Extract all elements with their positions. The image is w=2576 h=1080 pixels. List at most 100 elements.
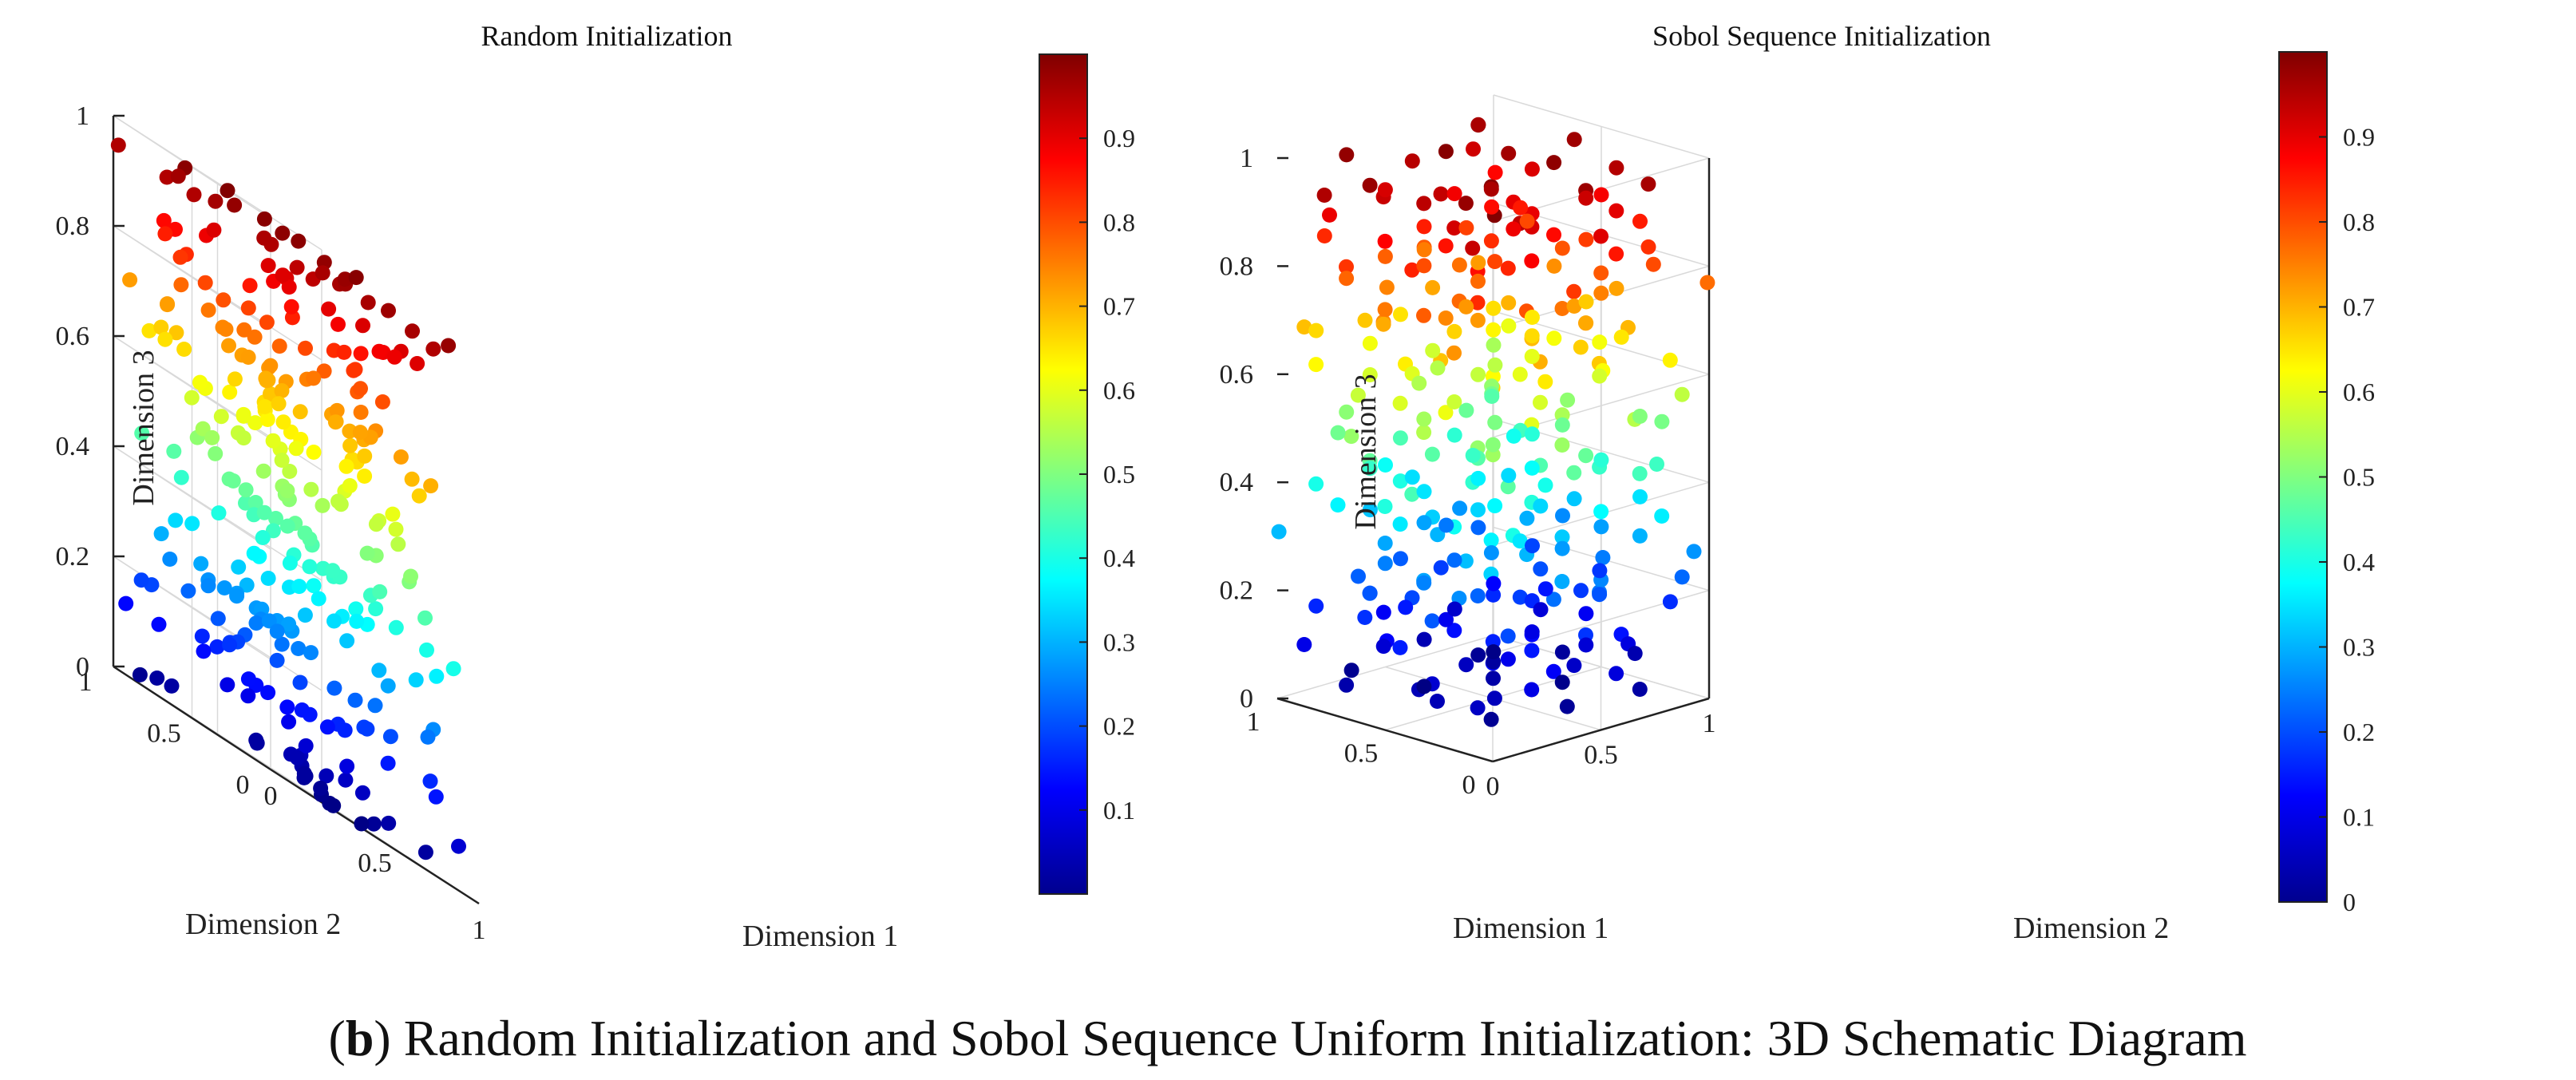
scatter-point [271,338,287,354]
scatter-point [1343,429,1359,445]
scatter-point [1458,657,1474,673]
scatter-point [342,437,358,453]
scatter-point [256,211,272,227]
scatter-point [1452,500,1468,516]
scatter-point [1573,339,1589,355]
scatter-point [1486,690,1502,706]
scatter-point [238,482,254,498]
scatter-point [1525,538,1540,554]
scatter-point [1392,516,1408,532]
scatter-point [1487,164,1503,180]
scatter-point [374,394,390,409]
scatter-point [1424,446,1440,462]
scatter-point [1546,330,1562,346]
scatter-point [153,526,169,542]
scatter-point [1416,258,1432,274]
scatter-point [1533,498,1549,514]
scatter-point [1378,457,1393,473]
scatter-point [240,688,256,704]
scatter-point [240,671,256,687]
scatter-point [1483,233,1499,249]
y-axis-line [1492,697,1710,763]
scatter-point [291,579,307,595]
scatter-point [1438,405,1454,421]
scatter-point [1686,544,1702,560]
scatter-point [1470,295,1486,311]
scatter-point [1609,280,1624,296]
scatter-point [134,425,150,441]
scatter-point [422,773,438,789]
scatter-point [1487,414,1503,430]
scatter-point [1470,255,1486,271]
scatter-point [1486,300,1502,316]
scatter-point [329,402,345,418]
scatter-point [366,816,382,832]
scatter-point [221,338,236,354]
scatter-point [1357,312,1373,328]
scatter-point [1501,318,1517,334]
scatter-point [306,370,322,386]
scatter-point [1640,239,1656,255]
scatter-point [1377,556,1393,572]
scatter-point [1483,711,1499,727]
caption-text: Random Initialization and Sobol Sequence… [404,1010,2247,1066]
scatter-point [1554,240,1570,256]
scatter-point [168,325,184,341]
scatter-point [306,445,322,460]
scatter-point [247,495,263,510]
y-axis-label: Dimension 2 [185,908,341,941]
scatter-point [1554,574,1570,589]
scatter-point [1446,427,1462,443]
scatter-point [1524,253,1540,269]
scatter-point [1645,256,1661,272]
z-tick-label: 0.4 [1220,468,1254,497]
scatter-point [204,429,220,445]
scatter-point [354,785,370,801]
scatter-point [1470,117,1486,133]
scatter-point [330,493,346,509]
scatter-point [1308,476,1324,492]
scatter-point [1513,200,1529,216]
scatter-point [1546,155,1562,171]
scatter-point [239,577,255,593]
scatter-point [1424,613,1440,629]
scatter-point [1609,160,1624,176]
scatter-point [298,340,313,356]
scatter-point [1559,698,1575,714]
scatter-point [1430,694,1445,709]
scatter-point [260,258,276,274]
scatter-point [1609,203,1624,219]
scatter-point [1501,145,1517,161]
scatter-point [1500,479,1516,495]
scatter-point [193,556,209,572]
scatter-point [216,580,232,595]
scatter-point [1350,387,1366,403]
colorbar-tick-label: 0.5 [2343,463,2375,492]
scatter-point [1533,602,1549,618]
figure-caption: (b) Random Initialization and Sobol Sequ… [329,1010,2247,1066]
scatter-point [1470,273,1486,289]
z-tick-label: 0 [1240,684,1253,714]
z-tick-label: 0.2 [56,542,90,572]
scatter-point [1470,502,1486,518]
scatter-point [348,601,364,617]
scatter-point [417,845,433,860]
scatter-point [153,319,169,335]
z-tick-label: 0.2 [1220,576,1254,606]
scatter-point [388,521,404,537]
colorbar-tick-label: 0.8 [2343,208,2375,236]
scatter-point [255,463,271,479]
scatter-point [390,536,406,552]
scatter-point [1501,295,1517,311]
scatter-point [209,639,225,655]
scatter-point [360,295,376,311]
scatter-point [1446,623,1462,639]
scatter-point [1433,560,1449,576]
colorbar-tick-label: 0.5 [1103,460,1135,489]
scatter-point [404,471,420,487]
scatter-point [256,230,272,246]
scatter-point [347,692,363,708]
y-axis-label: Dimension 2 [2013,912,2169,945]
scatter-point [279,483,295,499]
scatter-point [1362,502,1378,518]
